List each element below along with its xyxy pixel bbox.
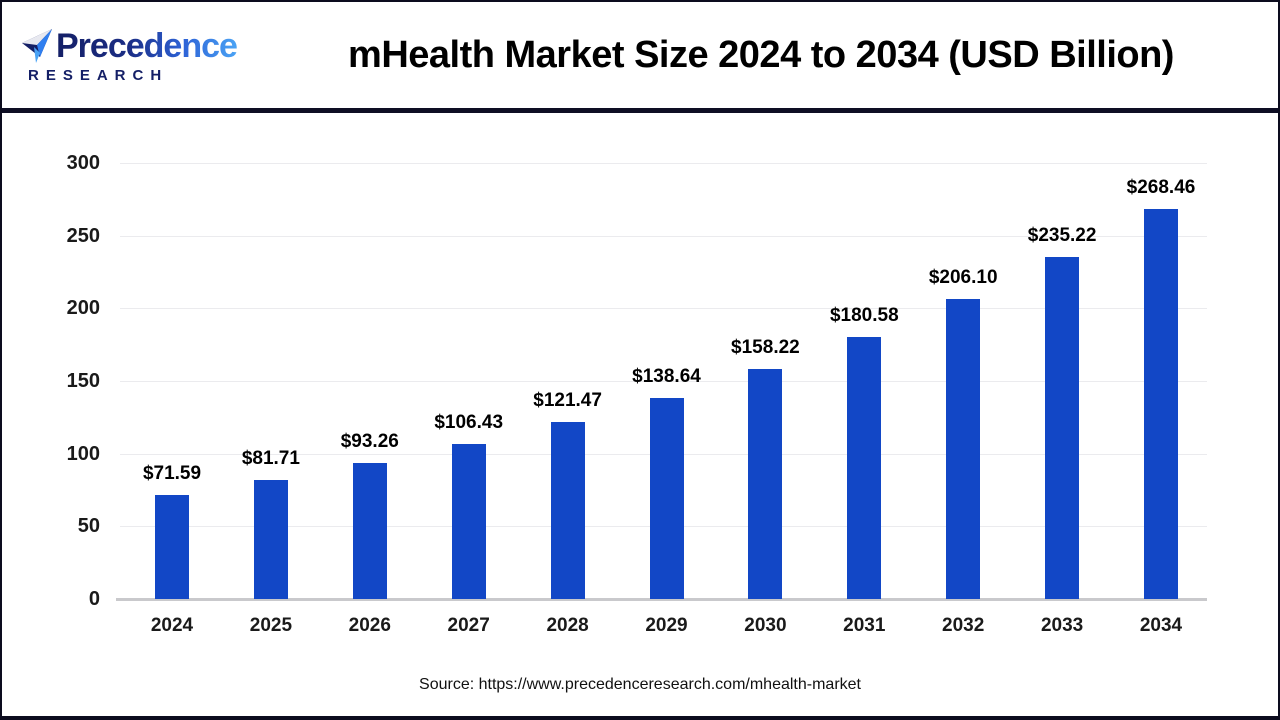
paper-plane-icon — [22, 28, 52, 63]
bar-2034 — [1144, 208, 1178, 599]
gridline-250 — [120, 235, 1207, 237]
gridline-150 — [120, 381, 1207, 382]
logo-name: Precedence — [56, 26, 238, 65]
y-axis-label-0: 0 — [88, 588, 100, 610]
bar-2029 — [649, 397, 684, 599]
bar-2031 — [847, 336, 882, 599]
x-axis-label-2027: 2027 — [447, 615, 490, 636]
bar-2027 — [451, 444, 486, 599]
header-separator — [2, 108, 1278, 113]
y-axis-label-250: 250 — [66, 224, 100, 247]
chart-region: 0 50 100 150 200 250 300 $71.59 2024 $81.71 2025 $9… — [2, 113, 1278, 716]
gridline-200 — [120, 308, 1207, 310]
x-axis-label-2025: 2025 — [249, 615, 293, 636]
x-axis-label-2029: 2029 — [645, 615, 688, 636]
x-axis-label-2024: 2024 — [150, 615, 194, 636]
bar-2028 — [550, 422, 585, 599]
x-axis-label-2033: 2033 — [1040, 615, 1084, 636]
y-axis-label-50: 50 — [77, 515, 100, 538]
x-axis-label-2030: 2030 — [744, 615, 787, 636]
header: Precedence RESEARCH mHealth Market Size … — [2, 2, 1278, 108]
y-axis-label-200: 200 — [66, 297, 100, 320]
plot-area: 0 50 100 150 200 250 300 $71.59 2024 $81.71 2025 $9… — [67, 152, 1207, 636]
bar-2032 — [946, 299, 981, 599]
page-title: mHealth Market Size 2024 to 2034 (USD Bi… — [348, 33, 1174, 76]
bar-value-label-2027: $106.43 — [434, 412, 504, 434]
precedence-research-logo: Precedence RESEARCH — [2, 27, 270, 84]
bar-value-label-2033: $235.22 — [1027, 225, 1097, 247]
bar-value-label-2034: $268.46 — [1126, 176, 1196, 198]
logo-subtitle: RESEARCH — [20, 67, 270, 84]
bar-value-label-2028: $121.47 — [533, 390, 602, 412]
y-axis-label-300: 300 — [66, 152, 100, 174]
bar-2026 — [352, 463, 387, 599]
bar-2025 — [253, 480, 288, 599]
bar-value-label-2030: $158.22 — [731, 337, 800, 359]
source-text: Source: https://www.precedenceresearch.c… — [419, 676, 861, 693]
logo-row: Precedence — [20, 27, 270, 65]
bar-value-label-2024: $71.59 — [142, 462, 202, 484]
bar-value-label-2032: $206.10 — [928, 267, 998, 289]
bar-2024 — [155, 494, 189, 599]
x-axis-label-2032: 2032 — [942, 615, 985, 636]
y-axis-label-100: 100 — [66, 442, 100, 465]
gridline-300 — [120, 163, 1207, 164]
x-axis-label-2031: 2031 — [843, 615, 886, 636]
bar-2033 — [1045, 257, 1080, 599]
bar-value-label-2025: $81.71 — [241, 448, 300, 470]
y-axis-label-150: 150 — [66, 370, 100, 392]
x-axis-label-2026: 2026 — [348, 615, 391, 636]
x-axis-label-2028: 2028 — [546, 615, 589, 636]
bar-value-label-2029: $138.64 — [632, 365, 701, 387]
bar-value-label-2031: $180.58 — [829, 304, 899, 326]
x-axis-line — [116, 598, 1207, 601]
bar-value-label-2026: $93.26 — [340, 431, 399, 453]
title-wrap: mHealth Market Size 2024 to 2034 (USD Bi… — [270, 34, 1278, 77]
bar-2030 — [748, 369, 783, 599]
x-axis-label-2034: 2034 — [1139, 615, 1183, 636]
